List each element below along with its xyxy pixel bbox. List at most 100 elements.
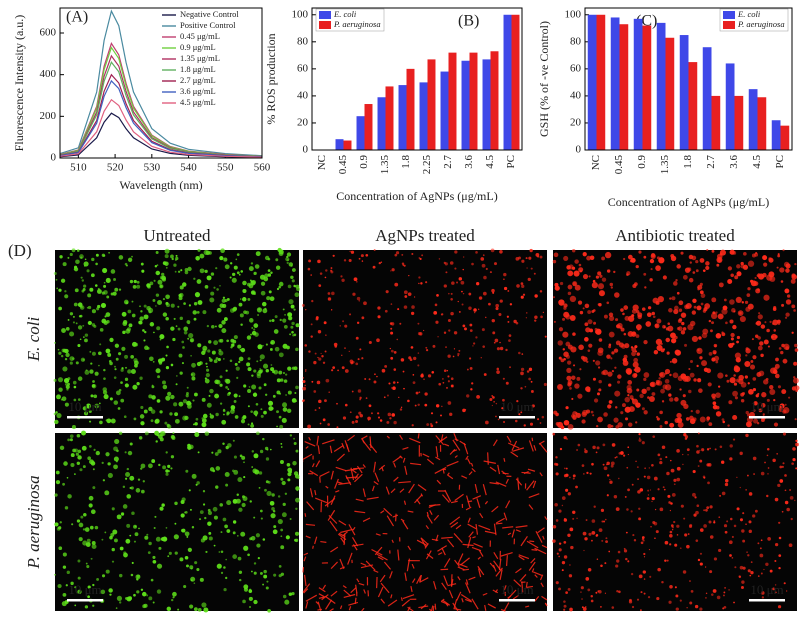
cell: [650, 489, 651, 490]
cell: [161, 503, 164, 506]
cell: [733, 374, 736, 377]
cell: [67, 494, 71, 498]
cell: [615, 406, 617, 408]
cell: [356, 281, 357, 282]
cell: [730, 333, 734, 337]
cell: [210, 292, 214, 296]
cell: [151, 459, 155, 463]
cell: [518, 352, 521, 355]
cell: [60, 521, 62, 523]
cell: [214, 380, 218, 384]
cell: [151, 579, 154, 582]
cell: [104, 490, 109, 495]
cell: [677, 534, 679, 536]
cell: [161, 358, 165, 362]
cell: [464, 327, 467, 330]
cell: [161, 537, 165, 541]
cell: [611, 286, 613, 288]
cell: [205, 551, 207, 553]
cell: [270, 513, 275, 518]
cell: [721, 461, 724, 464]
cell: [80, 257, 82, 259]
cell: [595, 330, 598, 333]
cell: [627, 394, 629, 396]
cell: [76, 361, 79, 364]
cell: [165, 473, 168, 476]
cell: [553, 260, 556, 263]
cell: [586, 472, 588, 474]
cell: [674, 397, 679, 402]
cell: [288, 285, 292, 289]
cell: [142, 329, 145, 332]
cell: [129, 323, 133, 327]
cell: [643, 570, 646, 573]
cell: [273, 574, 276, 577]
cell: [293, 438, 295, 440]
cell: [289, 592, 292, 595]
cell: [296, 489, 298, 491]
bar: [772, 120, 781, 150]
cell: [521, 472, 530, 473]
cell: [528, 257, 531, 260]
cell: [583, 274, 588, 279]
cell: [713, 401, 717, 405]
cell: [169, 412, 172, 415]
cell: [572, 332, 576, 336]
cell: [238, 361, 240, 363]
cell: [87, 269, 90, 272]
cell: [736, 264, 740, 268]
cell: [436, 421, 438, 423]
cell: [401, 358, 405, 362]
cell: [663, 384, 668, 389]
cell: [173, 264, 176, 267]
cell: [74, 266, 77, 269]
cell: [573, 474, 576, 477]
cell: [268, 258, 271, 261]
cell: [754, 277, 756, 279]
cell: [56, 471, 60, 475]
cell: [784, 582, 786, 584]
cell: [67, 571, 70, 574]
cell: [752, 338, 754, 340]
cell: [237, 493, 239, 495]
cell: [795, 467, 797, 469]
cell: [91, 258, 94, 261]
cell: [172, 258, 174, 260]
cell: [78, 376, 83, 381]
cell: [507, 290, 509, 292]
cell: [678, 376, 683, 381]
cell: [91, 394, 94, 397]
cell: [586, 519, 588, 521]
cell: [134, 417, 137, 420]
cell: [263, 575, 267, 579]
cell: [612, 443, 616, 447]
cell: [628, 454, 629, 455]
x-tick-label: 0.45: [613, 155, 625, 175]
cell: [113, 464, 118, 469]
cell: [562, 569, 564, 571]
cell: [703, 509, 705, 511]
cell: [276, 390, 280, 394]
cell: [128, 258, 132, 262]
cell: [323, 362, 325, 364]
cell: [191, 579, 193, 581]
cell: [597, 417, 603, 423]
cell: [540, 316, 543, 319]
cell: [102, 387, 107, 392]
cell: [554, 321, 556, 323]
cell: [733, 439, 735, 441]
cell: [376, 376, 377, 377]
cell: [411, 312, 414, 315]
cell: [507, 555, 508, 566]
cell: [740, 316, 746, 322]
cell: [162, 465, 166, 469]
cell: [627, 560, 629, 562]
cell: [692, 310, 696, 314]
cell: [521, 353, 523, 355]
cell: [116, 607, 118, 609]
cell: [265, 394, 267, 396]
cell: [711, 297, 716, 302]
cell: [216, 466, 221, 471]
cell: [638, 433, 640, 435]
cell: [584, 537, 587, 540]
